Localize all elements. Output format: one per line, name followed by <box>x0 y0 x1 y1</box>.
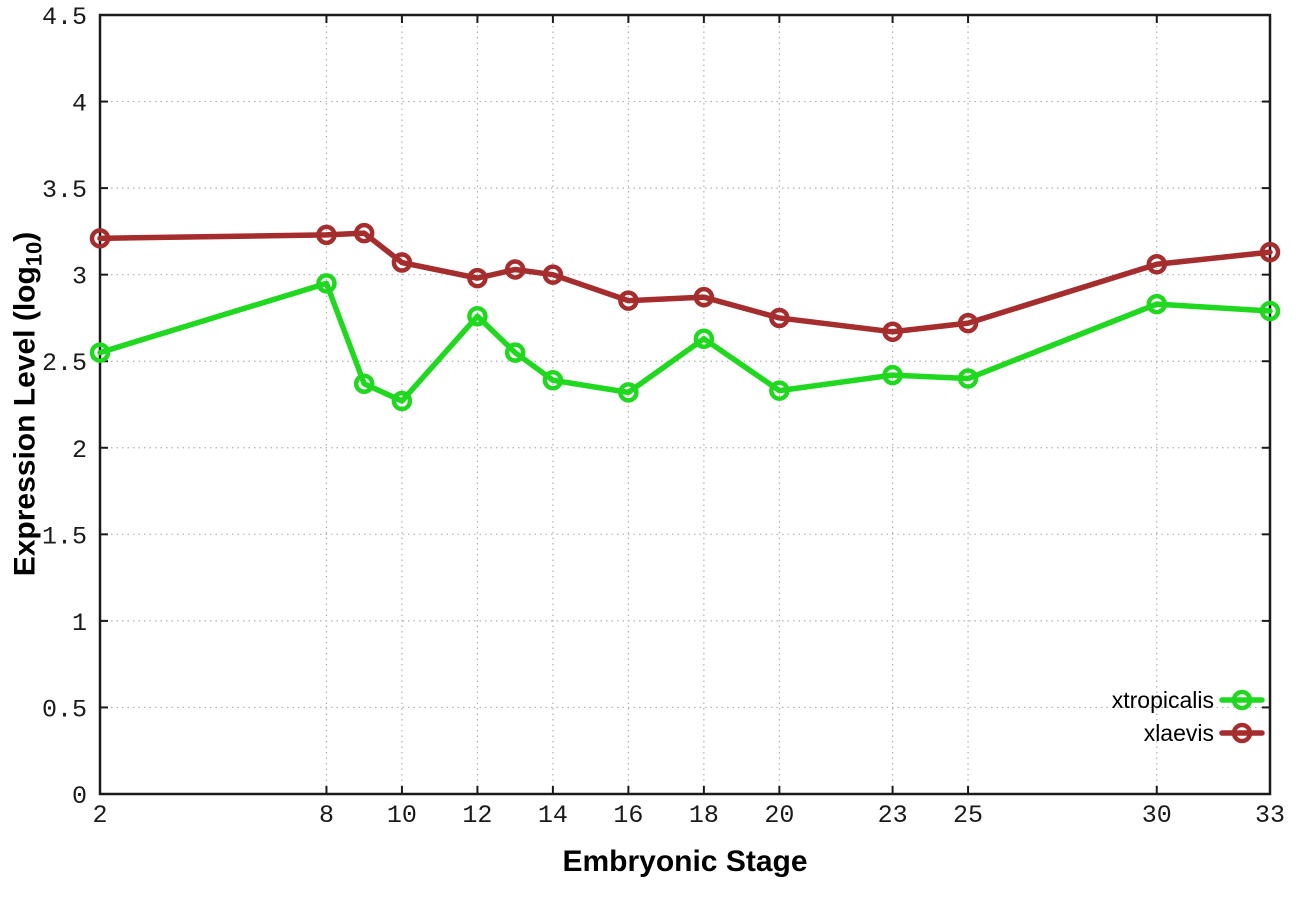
data-point-xtropicalis <box>316 273 337 294</box>
y-axis-title-prefix: Expression Level (log <box>8 266 42 577</box>
x-tick-label: 2 <box>92 801 107 830</box>
x-tick-label: 10 <box>387 801 417 830</box>
data-point-xlaevis <box>542 264 564 285</box>
data-point-xtropicalis <box>769 380 790 401</box>
data-point-xlaevis <box>957 312 979 334</box>
y-tick-label: 0.5 <box>42 695 87 724</box>
x-tick-label: 18 <box>689 801 719 830</box>
data-point-xtropicalis <box>542 370 564 391</box>
legend-label-xlaevis: xlaevis <box>1144 720 1214 746</box>
data-point-xlaevis <box>353 222 375 244</box>
x-tick-label: 12 <box>462 801 492 830</box>
data-point-xlaevis <box>391 252 413 273</box>
x-tick-label: 14 <box>538 801 568 830</box>
x-tick-label: 33 <box>1255 801 1285 830</box>
data-point-xlaevis <box>89 228 111 249</box>
data-point-xtropicalis <box>391 390 413 412</box>
x-tick-label: 20 <box>764 801 794 830</box>
data-point-xlaevis <box>618 290 639 311</box>
x-axis-title: Embryonic Stage <box>562 845 808 878</box>
legend-label-xtropicalis: xtropicalis <box>1112 687 1214 713</box>
y-axis-title-subscript: 10 <box>21 241 47 267</box>
y-tick-label: 2.5 <box>42 349 87 378</box>
y-axis-title: Expression Level (log10) <box>9 232 48 577</box>
legend-marker-xtropicalis <box>1231 689 1253 711</box>
y-tick-label: 3.5 <box>42 176 87 205</box>
data-point-xtropicalis <box>467 305 488 327</box>
data-point-xlaevis <box>467 267 488 289</box>
data-point-xtropicalis <box>89 342 111 363</box>
x-tick-label: 30 <box>1142 801 1172 830</box>
data-point-xtropicalis <box>504 342 526 363</box>
x-tick-label: 25 <box>953 801 983 830</box>
x-tick-label: 16 <box>613 801 643 830</box>
y-tick-label: 0 <box>72 782 87 811</box>
data-point-xlaevis <box>316 224 337 246</box>
x-tick-label: 8 <box>319 801 334 830</box>
data-point-xtropicalis <box>353 373 375 394</box>
y-tick-label: 1.5 <box>42 522 87 551</box>
data-point-xtropicalis <box>693 328 715 349</box>
y-tick-label: 4.5 <box>42 3 87 32</box>
y-tick-label: 4 <box>72 90 87 119</box>
y-tick-label: 1 <box>72 609 87 638</box>
data-point-xtropicalis <box>882 364 903 386</box>
data-point-xtropicalis <box>957 368 979 389</box>
data-point-xlaevis <box>882 321 903 343</box>
plot-border <box>98 13 1272 796</box>
data-point-xlaevis <box>693 286 715 308</box>
y-tick-label: 3 <box>72 263 87 292</box>
data-point-xlaevis <box>769 307 790 329</box>
y-axis-title-suffix: ) <box>8 231 42 242</box>
y-tick-label: 2 <box>72 436 87 465</box>
legend-marker-xlaevis <box>1231 722 1253 744</box>
data-point-xlaevis <box>1259 241 1281 263</box>
data-point-xtropicalis <box>1146 293 1168 315</box>
data-point-xlaevis <box>1146 254 1168 275</box>
series-line-xtropicalis <box>97 280 1273 404</box>
x-tick-label: 23 <box>878 801 908 830</box>
data-point-xlaevis <box>504 259 526 280</box>
data-point-xtropicalis <box>618 382 639 403</box>
data-point-xtropicalis <box>1259 300 1281 322</box>
series-line-xlaevis <box>97 230 1273 335</box>
